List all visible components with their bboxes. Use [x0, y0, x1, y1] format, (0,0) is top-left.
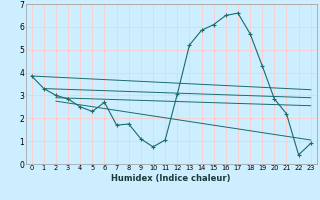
X-axis label: Humidex (Indice chaleur): Humidex (Indice chaleur)	[111, 174, 231, 183]
